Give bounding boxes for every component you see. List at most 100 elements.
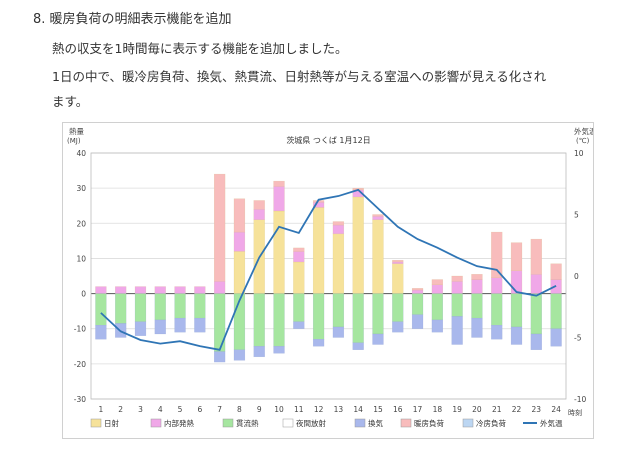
- bar-segment: [253, 346, 265, 358]
- bar-segment: [411, 314, 424, 329]
- bar-segment: [293, 247, 305, 252]
- bar-segment: [392, 259, 404, 263]
- legend-label: 冷房負荷: [476, 418, 506, 428]
- x-tick-label: 21: [492, 405, 502, 414]
- legend-label: 外気温: [540, 418, 563, 428]
- right-tick-label: -10: [574, 395, 586, 404]
- left-axis-unit: (MJ): [67, 137, 81, 145]
- bar-segment: [530, 238, 542, 275]
- bar-segment: [352, 196, 364, 294]
- axes: 40 30 20 10 0 -10 -20 -30 10 5 0 -5 -10 熱量(MJ) 外気温(℃) 茨…: [67, 126, 597, 417]
- bar-segment: [293, 293, 305, 322]
- x-tick-label: 13: [334, 405, 344, 414]
- bar-segment: [253, 200, 265, 210]
- x-tick-label: 6: [197, 405, 202, 414]
- bar-segment: [471, 279, 483, 294]
- section-heading: 8. 暖房負荷の明細表示機能を追加: [33, 12, 232, 27]
- bar-segment: [273, 186, 285, 212]
- bar-segment: [372, 216, 384, 220]
- left-tick-label: -20: [74, 360, 86, 369]
- legend-swatch: [90, 418, 102, 428]
- bar-segment: [214, 351, 226, 363]
- x-tick-label: 9: [257, 405, 262, 414]
- heat-balance-chart: 403020100-10-20-301050-5-10熱量(MJ)外気温(℃)茨…: [67, 126, 597, 428]
- bar-segment: [372, 333, 384, 345]
- right-tick-label: 10: [574, 149, 584, 158]
- legend-label: 暖房負荷: [414, 418, 444, 428]
- bar-segment: [95, 293, 107, 326]
- x-tick-label: 23: [532, 405, 542, 414]
- bar-segment: [431, 293, 443, 321]
- x-tick-label: 11: [294, 405, 304, 414]
- bar-segment: [134, 321, 147, 336]
- bar-segment: [451, 316, 463, 345]
- x-tick-label: 7: [217, 405, 222, 414]
- legend: 日射 内部発熱 貫流熱 夜間放射 換気 暖房負荷 冷房負荷 外気温: [90, 418, 563, 428]
- bar-segment: [510, 270, 523, 294]
- bar-segment: [550, 293, 562, 329]
- x-tick-label: 2: [118, 405, 123, 414]
- bar-segment: [431, 319, 443, 333]
- bar-segment: [233, 349, 246, 361]
- bar-segment: [510, 242, 523, 271]
- bar-segment: [293, 251, 305, 263]
- bar-segment: [510, 326, 523, 345]
- x-tick-label: 14: [353, 405, 363, 414]
- bar-segment: [273, 180, 285, 187]
- bar-segment: [233, 231, 246, 252]
- right-axis-title: 外気温: [574, 126, 593, 136]
- bar-segment: [154, 319, 166, 335]
- bar-segment: [154, 286, 166, 294]
- x-tick-label: 24: [551, 405, 561, 414]
- bar-segment: [431, 279, 443, 285]
- bar-segment: [471, 293, 483, 319]
- bar-segment: [273, 210, 285, 294]
- legend-swatch: [150, 418, 162, 428]
- bar-segment: [293, 261, 305, 294]
- bar-segment: [253, 293, 265, 347]
- legend-swatch: [354, 418, 366, 428]
- bar-segment: [115, 286, 127, 294]
- bar-segment: [194, 286, 206, 294]
- bar-segment: [550, 328, 562, 347]
- bar-segment: [550, 263, 562, 280]
- plot-area: [90, 152, 567, 400]
- bar-segment: [194, 293, 206, 319]
- x-tick-label: 17: [413, 405, 423, 414]
- bar-segment: [273, 293, 285, 347]
- x-tick-label: 3: [138, 405, 143, 414]
- bar-segment: [352, 342, 364, 350]
- bar-segment: [392, 263, 404, 294]
- bar-segment: [214, 281, 226, 294]
- x-tick-label: 15: [373, 405, 383, 414]
- x-tick-label: 4: [158, 405, 163, 414]
- chart-frame: 40 30 20 10 0 -10 -20 -30 10 5 0 -5 -10 熱量 (MJ) 外気温 (℃) 茨…: [62, 122, 597, 439]
- x-tick-label: 20: [472, 405, 482, 414]
- bar-segment: [530, 274, 542, 294]
- left-tick-label: 0: [81, 290, 86, 299]
- bar-series: [95, 173, 562, 363]
- outdoor-temp-line: [100, 188, 557, 351]
- bar-segment: [115, 293, 127, 324]
- x-tick-label: 5: [178, 405, 183, 414]
- legend-label: 貫流熱: [236, 418, 259, 428]
- bar-segment: [154, 293, 166, 321]
- bar-segment: [233, 251, 246, 294]
- bar-segment: [214, 173, 226, 282]
- bar-segment: [352, 293, 364, 343]
- grid-lines: [90, 152, 567, 400]
- legend-label: 換気: [368, 418, 383, 428]
- left-tick-label: -10: [74, 325, 86, 334]
- chart-title: 茨城県 つくば 1月12日: [286, 135, 370, 145]
- bar-segment: [312, 207, 325, 294]
- x-tick-label: 1: [99, 405, 104, 414]
- bar-segment: [530, 293, 542, 335]
- bar-segment: [332, 326, 345, 338]
- bar-segment: [530, 333, 542, 351]
- legend-label: 内部発熱: [164, 418, 194, 428]
- legend-swatch: [222, 418, 234, 428]
- bar-segment: [332, 293, 345, 328]
- bar-segment: [392, 321, 404, 333]
- right-tick-label: 5: [574, 211, 579, 220]
- bar-segment: [273, 346, 285, 354]
